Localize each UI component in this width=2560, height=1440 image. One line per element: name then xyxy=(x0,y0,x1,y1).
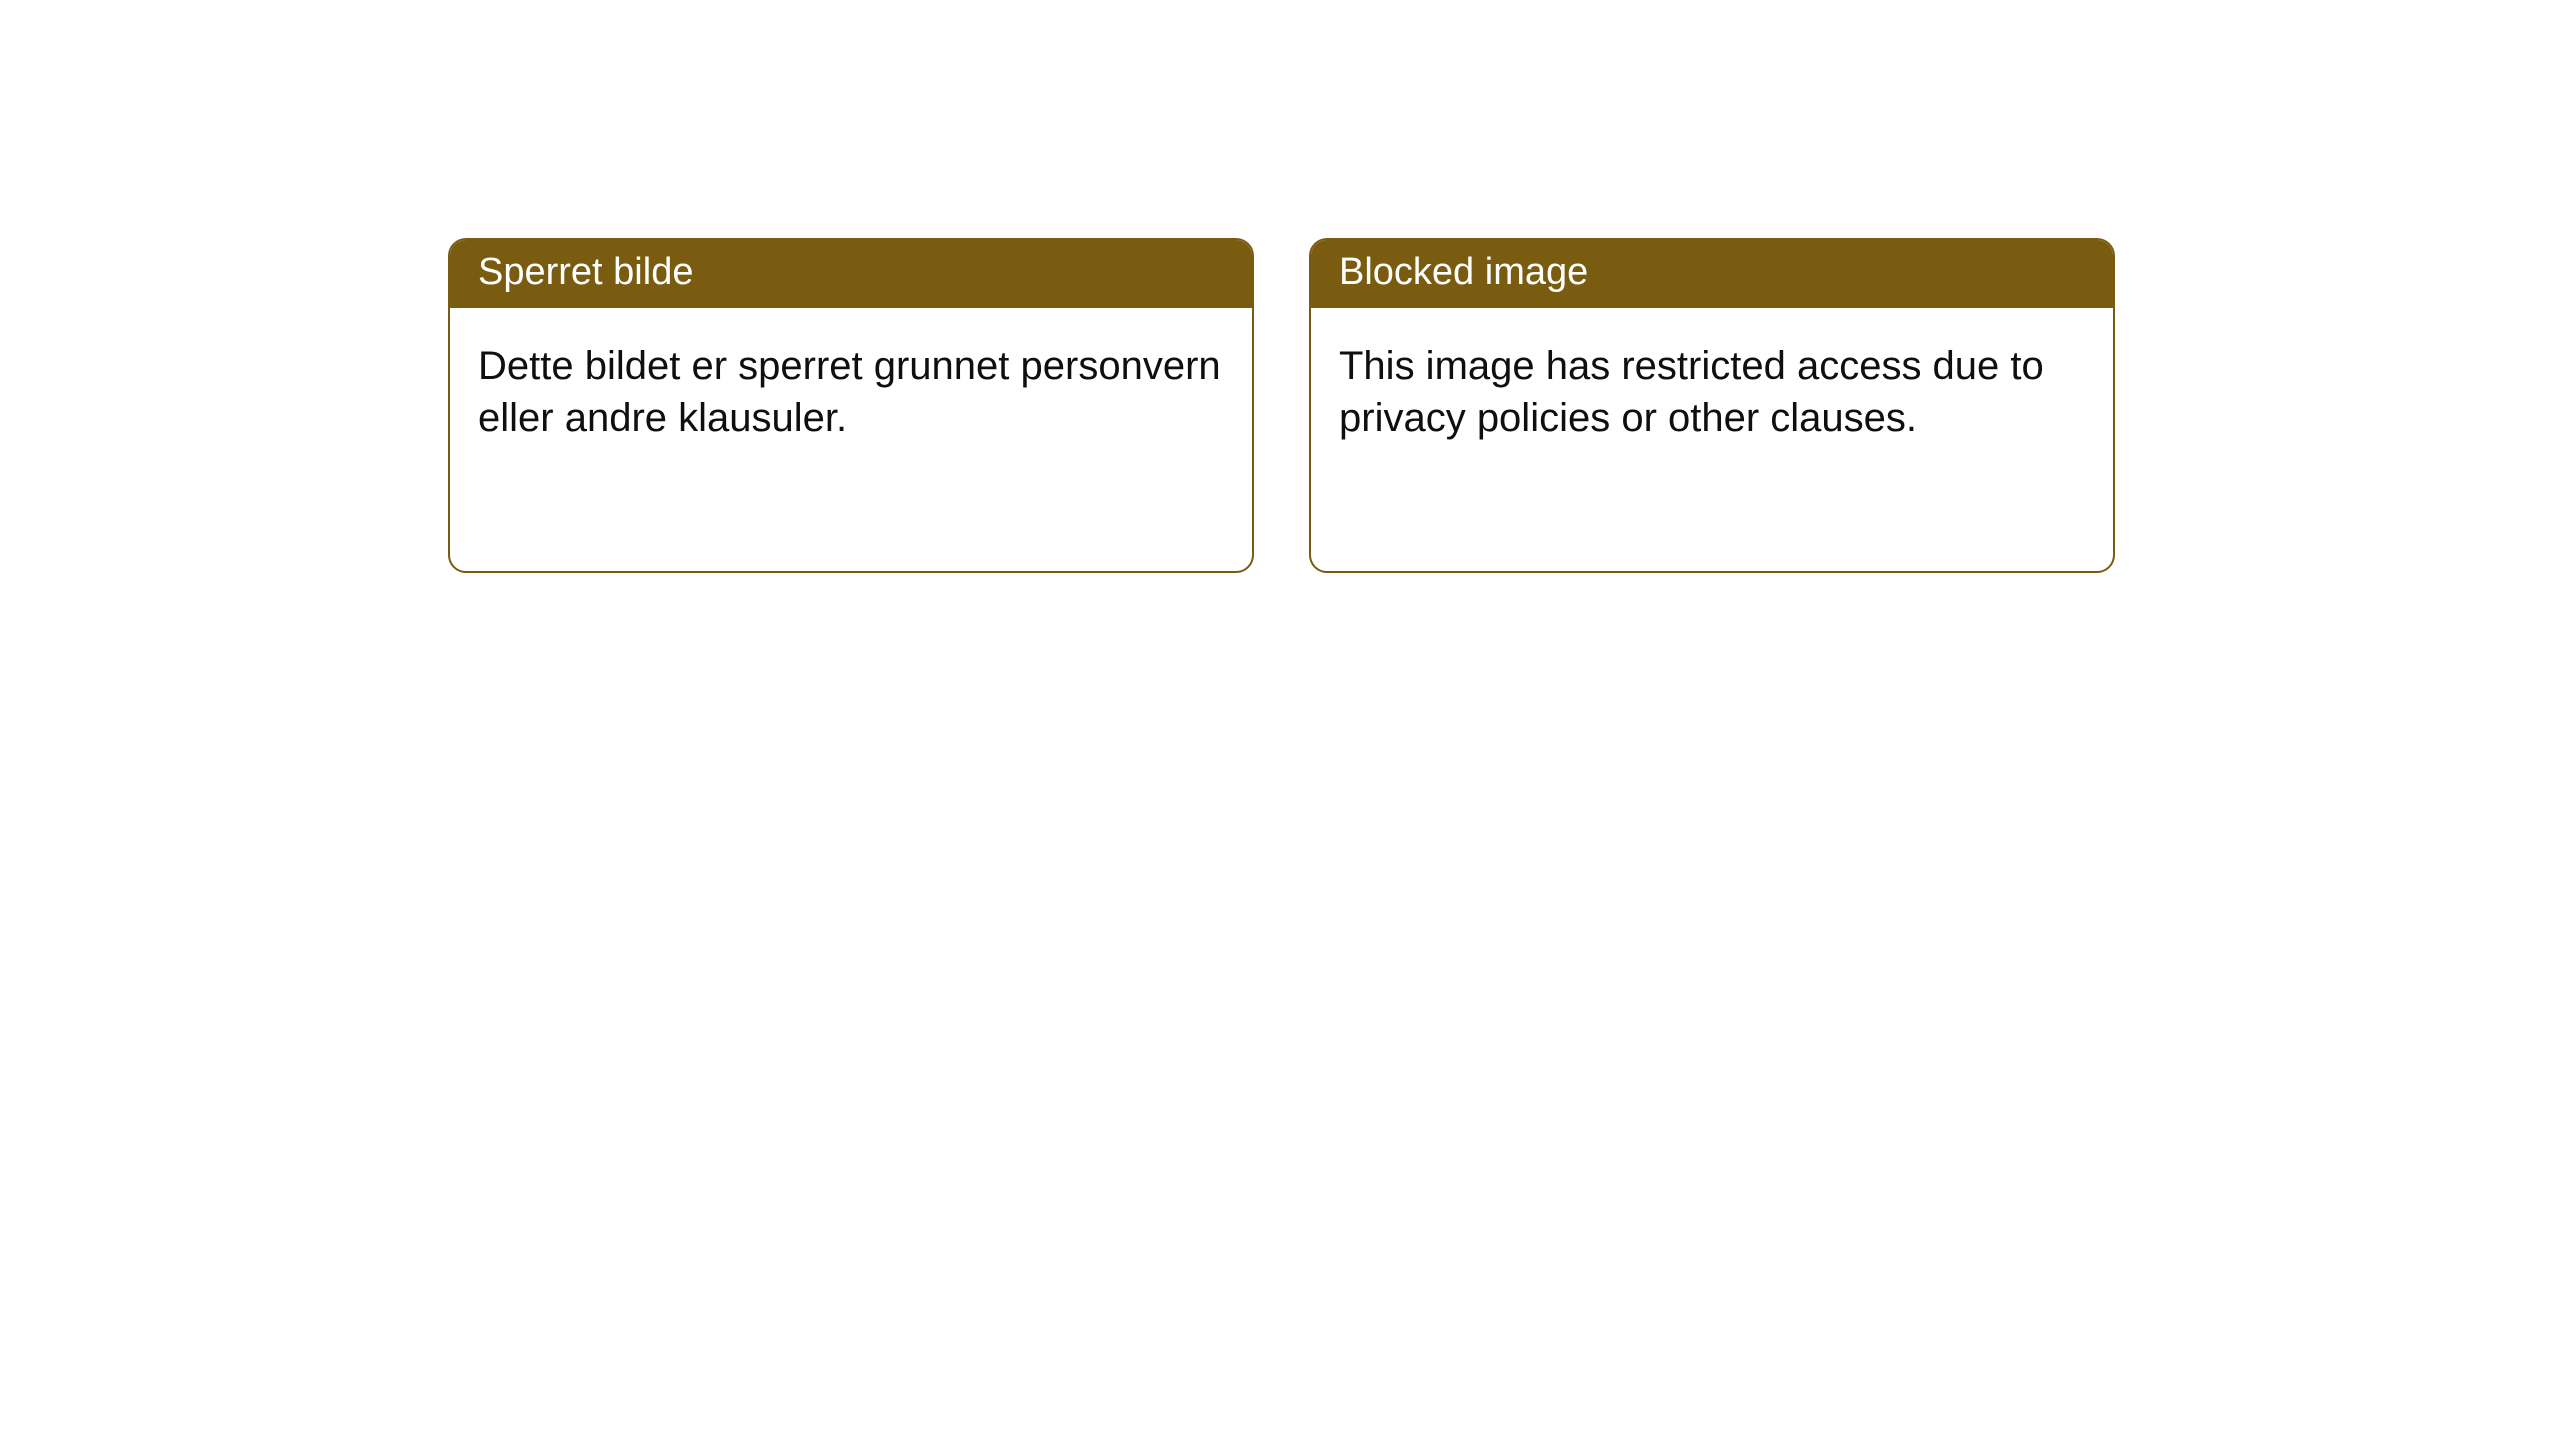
notice-card-no: Sperret bilde Dette bildet er sperret gr… xyxy=(448,238,1254,573)
notice-container: Sperret bilde Dette bildet er sperret gr… xyxy=(448,238,2115,573)
card-header-no: Sperret bilde xyxy=(450,240,1252,308)
notice-card-en: Blocked image This image has restricted … xyxy=(1309,238,2115,573)
card-body-en: This image has restricted access due to … xyxy=(1311,308,2113,476)
card-header-en: Blocked image xyxy=(1311,240,2113,308)
card-body-no: Dette bildet er sperret grunnet personve… xyxy=(450,308,1252,476)
